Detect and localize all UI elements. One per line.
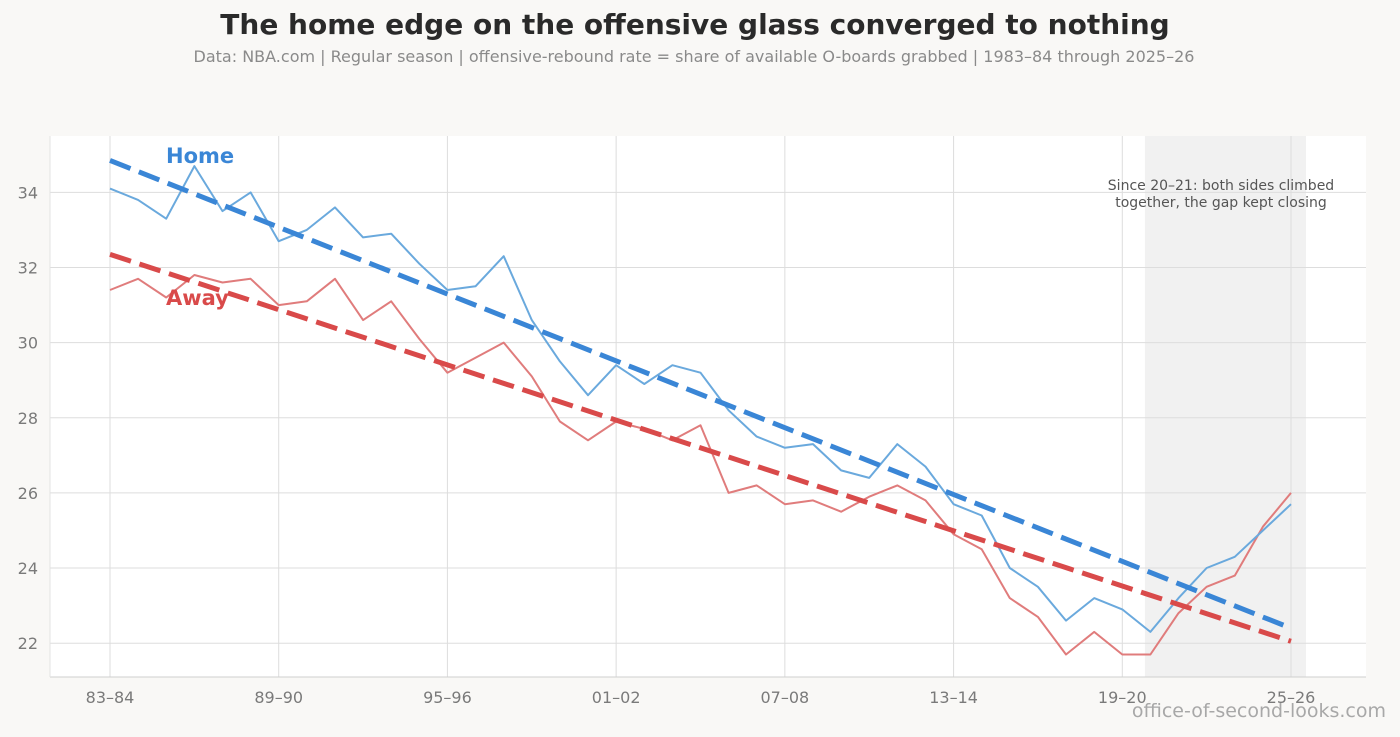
away-series-label: Away xyxy=(166,286,229,310)
x-tick-label: 83–84 xyxy=(86,688,135,707)
home-series-label: Home xyxy=(166,144,234,168)
x-tick-label: 25–26 xyxy=(1267,688,1316,707)
y-tick-label: 22 xyxy=(18,634,38,653)
away-trend-line xyxy=(109,251,1292,644)
credit-text: office-of-second-looks.com xyxy=(1131,700,1386,722)
x-tick-label: 13–14 xyxy=(929,688,978,707)
y-tick-label: 34 xyxy=(18,183,38,202)
annotation-line: together, the gap kept closing xyxy=(1115,195,1327,211)
y-tick-labels: 22 24 26 28 30 32 34 xyxy=(18,183,38,653)
x-tick-label: 89–90 xyxy=(254,688,303,707)
x-tick-label: 01–02 xyxy=(592,688,641,707)
y-tick-label: 30 xyxy=(18,334,38,353)
shaded-period-region xyxy=(1144,136,1306,677)
chart-title: The home edge on the offensive glass con… xyxy=(220,8,1170,41)
home-series-line xyxy=(109,165,1292,633)
y-tick-label: 26 xyxy=(18,484,38,503)
annotation-line: Since 20–21: both sides climbed xyxy=(1108,178,1334,194)
series-lines xyxy=(109,165,1292,656)
annotation-text: Since 20–21: both sides climbedtogether,… xyxy=(1108,178,1334,211)
chart-subtitle: Data: NBA.com | Regular season | offensi… xyxy=(193,47,1195,66)
y-tick-label: 24 xyxy=(18,559,38,578)
y-tick-label: 32 xyxy=(18,258,38,277)
trend-lines xyxy=(109,158,1292,644)
x-tick-label: 19–20 xyxy=(1098,688,1147,707)
home-trend-line xyxy=(109,158,1292,631)
y-tick-label: 28 xyxy=(18,409,38,428)
grid-lines xyxy=(50,136,1366,677)
x-tick-labels: 83–84 89–90 95–96 01–02 07–08 13–14 19–20 25–26 xyxy=(86,688,1316,707)
x-tick-label: 07–08 xyxy=(760,688,809,707)
x-tick-label: 95–96 xyxy=(423,688,472,707)
away-series-line xyxy=(109,274,1292,656)
